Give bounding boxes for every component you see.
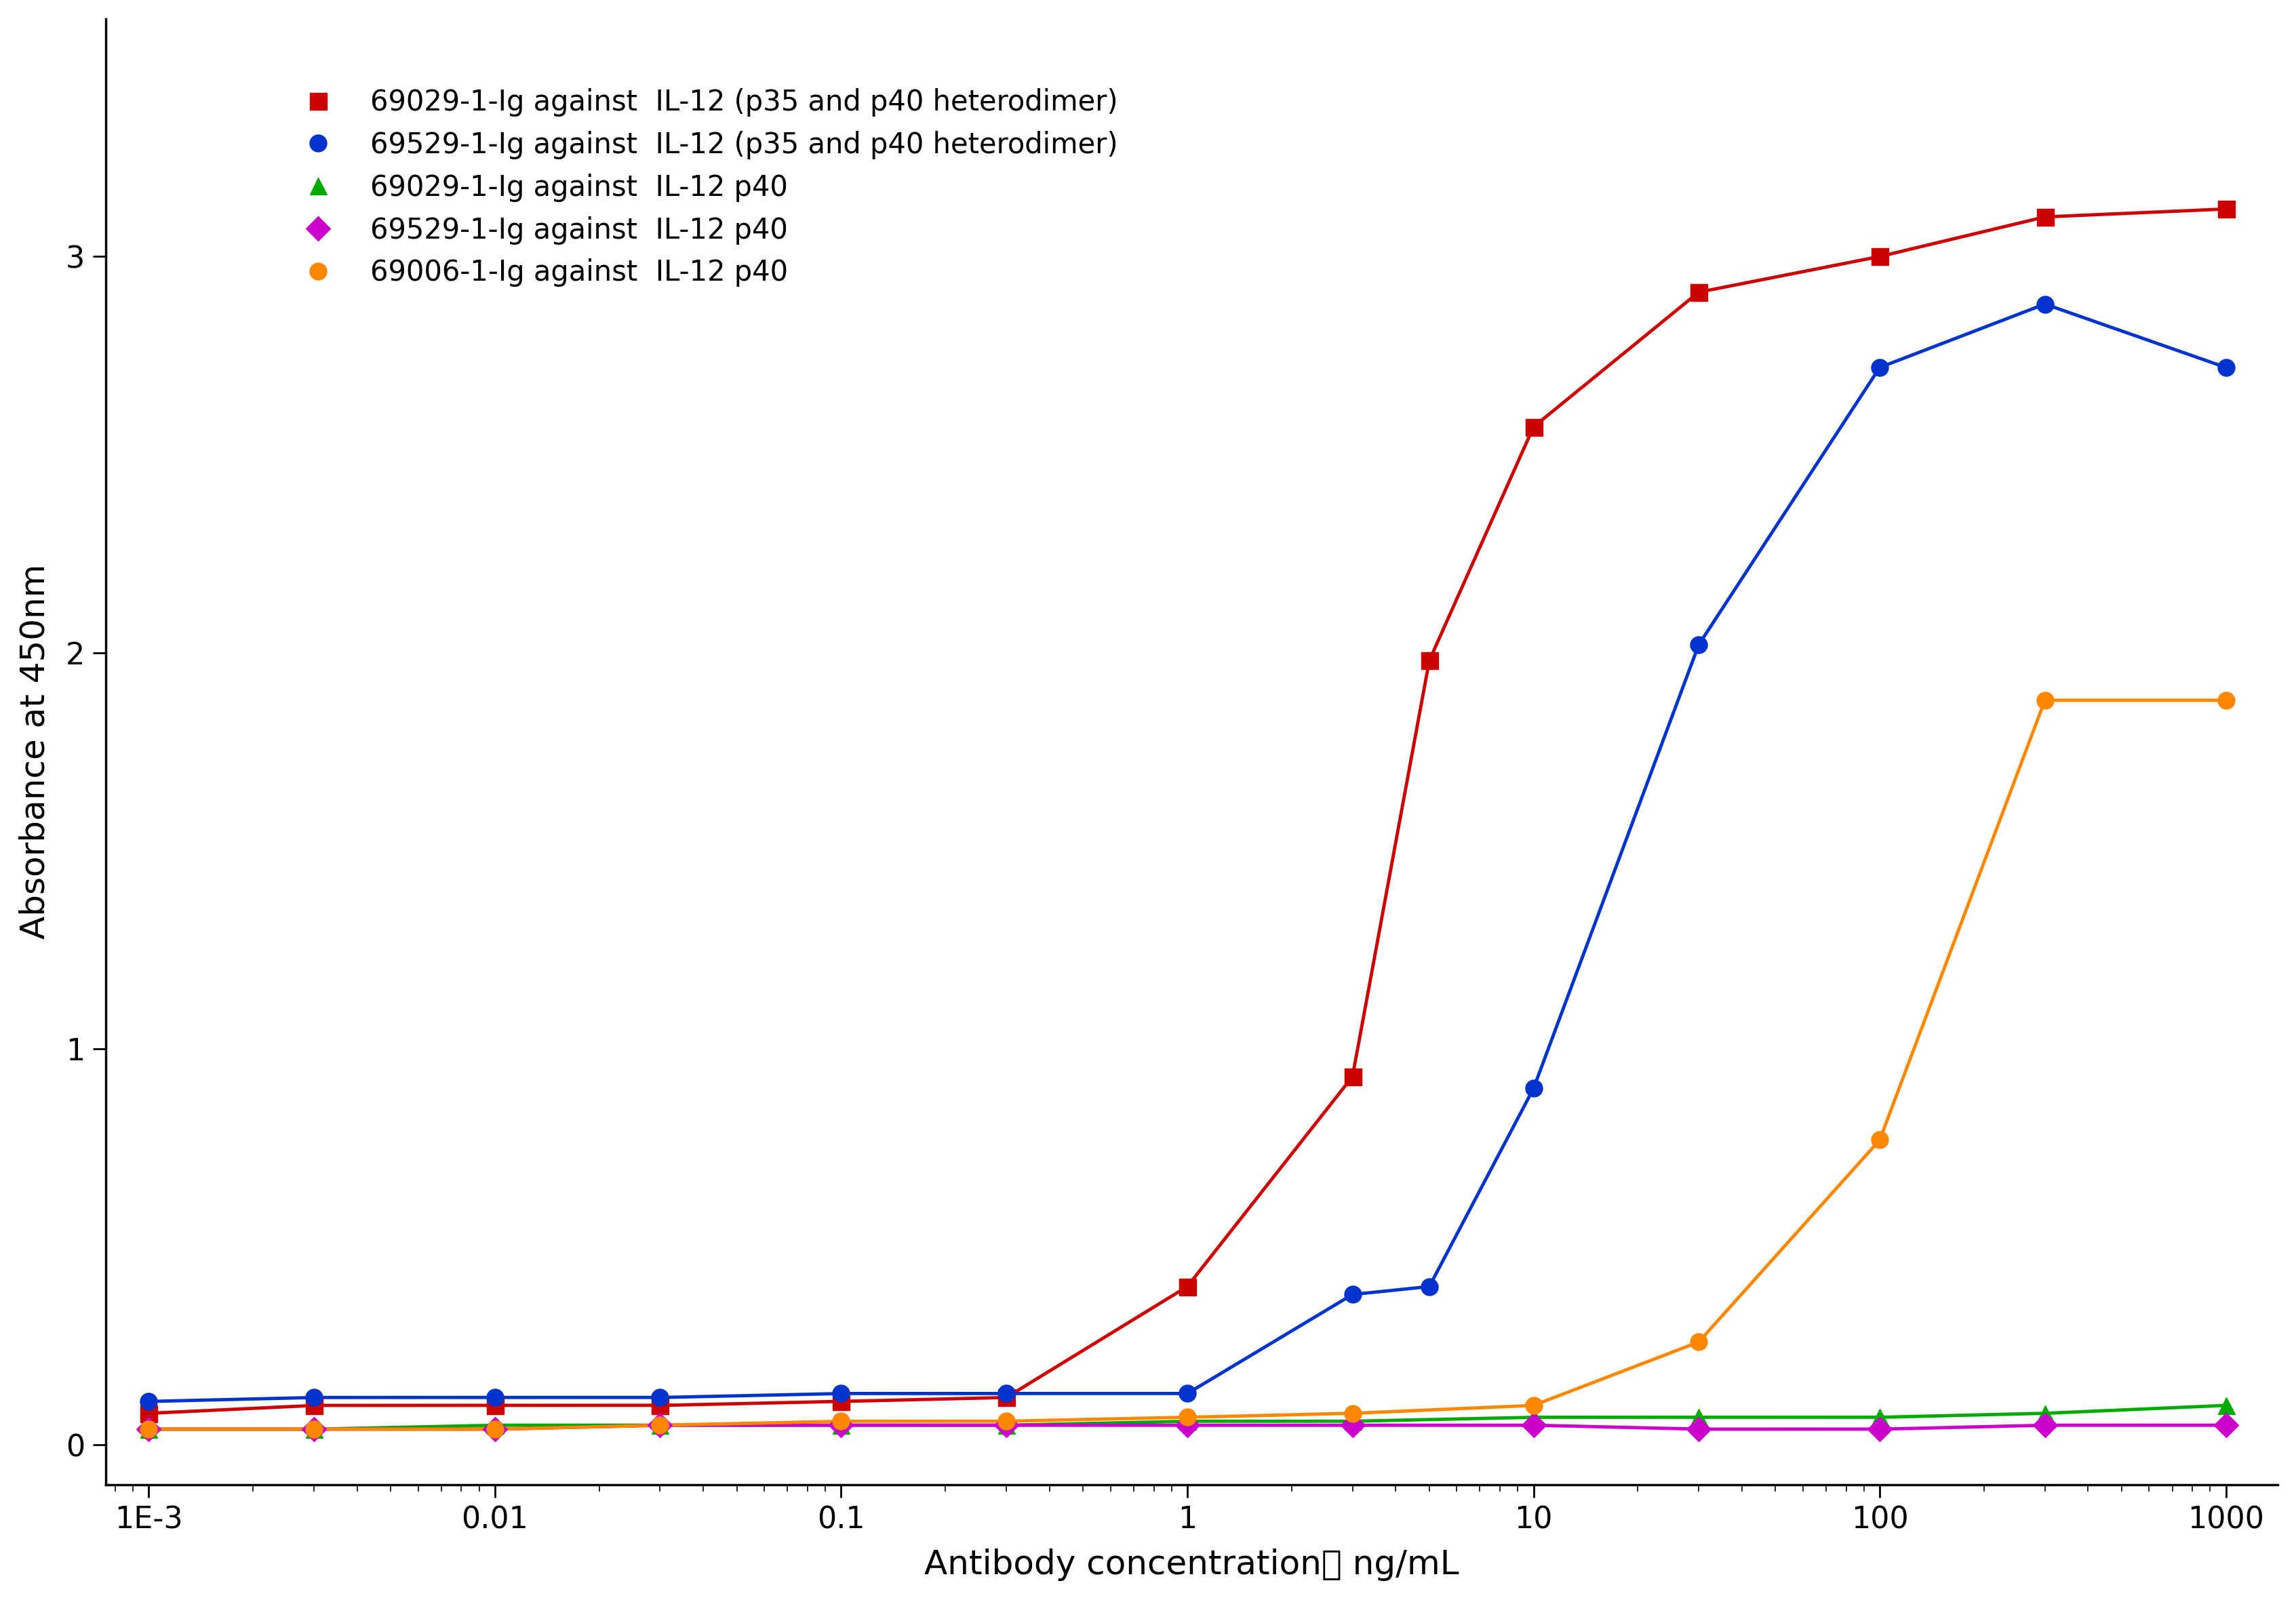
69529-1-Ig against  IL-12 (p35 and p40 heterodimer)	[1414, 1277, 1442, 1296]
69006-1-Ig against  IL-12 p40	[1173, 1408, 1201, 1427]
69529-1-Ig against  IL-12 (p35 and p40 heterodimer)	[1864, 358, 1892, 378]
69029-1-Ig against  IL-12 (p35 and p40 heterodimer)	[480, 1395, 507, 1414]
69529-1-Ig against  IL-12 p40	[301, 1419, 328, 1438]
69006-1-Ig against  IL-12 p40	[480, 1419, 507, 1438]
69529-1-Ig against  IL-12 p40	[480, 1419, 507, 1438]
69529-1-Ig against  IL-12 (p35 and p40 heterodimer)	[135, 1392, 163, 1411]
69029-1-Ig against  IL-12 p40	[1864, 1408, 1892, 1427]
69006-1-Ig against  IL-12 p40	[2211, 691, 2239, 710]
69006-1-Ig against  IL-12 p40	[992, 1411, 1019, 1430]
69529-1-Ig against  IL-12 p40	[1339, 1416, 1366, 1435]
69529-1-Ig against  IL-12 p40	[645, 1416, 673, 1435]
69029-1-Ig against  IL-12 (p35 and p40 heterodimer)	[645, 1395, 673, 1414]
69529-1-Ig against  IL-12 p40	[1173, 1416, 1201, 1435]
69529-1-Ig against  IL-12 (p35 and p40 heterodimer)	[645, 1387, 673, 1406]
69029-1-Ig against  IL-12 p40	[827, 1416, 854, 1435]
69529-1-Ig against  IL-12 (p35 and p40 heterodimer)	[480, 1387, 507, 1406]
69529-1-Ig against  IL-12 p40	[1520, 1416, 1548, 1435]
69029-1-Ig against  IL-12 p40	[1173, 1411, 1201, 1430]
69029-1-Ig against  IL-12 p40	[135, 1419, 163, 1438]
69029-1-Ig against  IL-12 p40	[1520, 1408, 1548, 1427]
69006-1-Ig against  IL-12 p40	[645, 1416, 673, 1435]
Legend: 69029-1-Ig against  IL-12 (p35 and p40 heterodimer), 69529-1-Ig against  IL-12 (: 69029-1-Ig against IL-12 (p35 and p40 he…	[271, 77, 1130, 298]
69029-1-Ig against  IL-12 (p35 and p40 heterodimer)	[827, 1392, 854, 1411]
69029-1-Ig against  IL-12 (p35 and p40 heterodimer)	[1520, 418, 1548, 437]
69006-1-Ig against  IL-12 p40	[135, 1419, 163, 1438]
69029-1-Ig against  IL-12 (p35 and p40 heterodimer)	[992, 1387, 1019, 1406]
69029-1-Ig against  IL-12 p40	[645, 1416, 673, 1435]
69529-1-Ig against  IL-12 (p35 and p40 heterodimer)	[992, 1384, 1019, 1403]
69529-1-Ig against  IL-12 (p35 and p40 heterodimer)	[2030, 294, 2057, 314]
69006-1-Ig against  IL-12 p40	[301, 1419, 328, 1438]
Y-axis label: Absorbance at 450nm: Absorbance at 450nm	[18, 565, 51, 939]
69006-1-Ig against  IL-12 p40	[1520, 1395, 1548, 1414]
69529-1-Ig against  IL-12 p40	[1864, 1419, 1892, 1438]
69529-1-Ig against  IL-12 (p35 and p40 heterodimer)	[1520, 1078, 1548, 1098]
Line: 69029-1-Ig against  IL-12 p40: 69029-1-Ig against IL-12 p40	[140, 1397, 2234, 1438]
69029-1-Ig against  IL-12 p40	[480, 1416, 507, 1435]
69029-1-Ig against  IL-12 (p35 and p40 heterodimer)	[1864, 246, 1892, 266]
69029-1-Ig against  IL-12 (p35 and p40 heterodimer)	[301, 1395, 328, 1414]
69029-1-Ig against  IL-12 (p35 and p40 heterodimer)	[2211, 200, 2239, 219]
69006-1-Ig against  IL-12 p40	[2030, 691, 2057, 710]
69006-1-Ig against  IL-12 p40	[827, 1411, 854, 1430]
69029-1-Ig against  IL-12 p40	[2030, 1403, 2057, 1422]
69029-1-Ig against  IL-12 (p35 and p40 heterodimer)	[2030, 208, 2057, 227]
69029-1-Ig against  IL-12 p40	[992, 1416, 1019, 1435]
69029-1-Ig against  IL-12 (p35 and p40 heterodimer)	[1339, 1067, 1366, 1086]
69529-1-Ig against  IL-12 (p35 and p40 heterodimer)	[2211, 358, 2239, 378]
69029-1-Ig against  IL-12 (p35 and p40 heterodimer)	[135, 1403, 163, 1422]
69029-1-Ig against  IL-12 (p35 and p40 heterodimer)	[1414, 651, 1442, 670]
Line: 69529-1-Ig against  IL-12 (p35 and p40 heterodimer): 69529-1-Ig against IL-12 (p35 and p40 he…	[140, 296, 2234, 1410]
69529-1-Ig against  IL-12 (p35 and p40 heterodimer)	[301, 1387, 328, 1406]
69029-1-Ig against  IL-12 p40	[301, 1419, 328, 1438]
69029-1-Ig against  IL-12 p40	[1339, 1411, 1366, 1430]
69529-1-Ig against  IL-12 (p35 and p40 heterodimer)	[1685, 635, 1713, 654]
69529-1-Ig against  IL-12 (p35 and p40 heterodimer)	[1173, 1384, 1201, 1403]
Line: 69029-1-Ig against  IL-12 (p35 and p40 heterodimer): 69029-1-Ig against IL-12 (p35 and p40 he…	[140, 200, 2234, 1422]
69529-1-Ig against  IL-12 p40	[2211, 1416, 2239, 1435]
69529-1-Ig against  IL-12 p40	[827, 1416, 854, 1435]
69529-1-Ig against  IL-12 p40	[992, 1416, 1019, 1435]
69006-1-Ig against  IL-12 p40	[1685, 1333, 1713, 1352]
Line: 69529-1-Ig against  IL-12 p40: 69529-1-Ig against IL-12 p40	[140, 1416, 2234, 1438]
69029-1-Ig against  IL-12 (p35 and p40 heterodimer)	[1685, 283, 1713, 302]
69006-1-Ig against  IL-12 p40	[1864, 1130, 1892, 1149]
69529-1-Ig against  IL-12 p40	[1685, 1419, 1713, 1438]
Line: 69006-1-Ig against  IL-12 p40: 69006-1-Ig against IL-12 p40	[140, 691, 2234, 1438]
69029-1-Ig against  IL-12 p40	[1685, 1408, 1713, 1427]
X-axis label: Antibody concentration， ng/mL: Antibody concentration， ng/mL	[923, 1549, 1458, 1581]
69029-1-Ig against  IL-12 (p35 and p40 heterodimer)	[1173, 1277, 1201, 1296]
69029-1-Ig against  IL-12 p40	[2211, 1395, 2239, 1414]
69529-1-Ig against  IL-12 (p35 and p40 heterodimer)	[827, 1384, 854, 1403]
69006-1-Ig against  IL-12 p40	[1339, 1403, 1366, 1422]
69529-1-Ig against  IL-12 p40	[2030, 1416, 2057, 1435]
69529-1-Ig against  IL-12 p40	[135, 1419, 163, 1438]
69529-1-Ig against  IL-12 (p35 and p40 heterodimer)	[1339, 1285, 1366, 1304]
